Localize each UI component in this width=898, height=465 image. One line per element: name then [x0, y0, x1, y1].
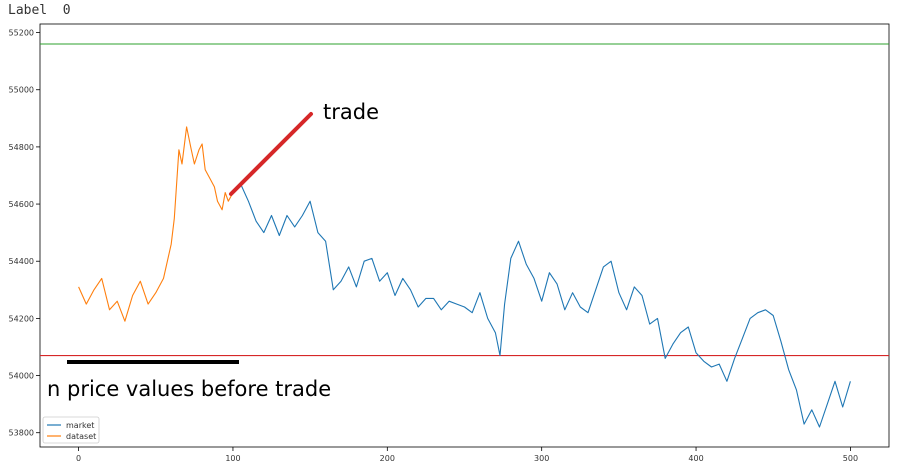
- trade-label: trade: [323, 100, 379, 124]
- y-tick-label: 55200: [9, 29, 34, 38]
- x-tick-label: 400: [688, 454, 703, 463]
- x-tick-label: 500: [843, 454, 858, 463]
- y-tick-label: 55000: [9, 86, 34, 95]
- series-lines: [78, 126, 851, 428]
- reference-lines: [40, 43, 889, 357]
- trade-arrow: [229, 112, 313, 196]
- y-tick-label: 54200: [9, 314, 34, 323]
- x-tick-label: 100: [225, 454, 240, 463]
- n-price-values-label: n price values before trade: [47, 377, 331, 401]
- y-tick-label: 54800: [9, 143, 34, 152]
- axes: 0 100 200 300 400 500 53800 54000 54200 54400 5460…: [9, 29, 859, 463]
- x-tick-label: 0: [76, 454, 81, 463]
- x-tick-label: 300: [534, 454, 549, 463]
- series-line-market: [232, 183, 851, 428]
- header-label: Label 0: [8, 3, 71, 18]
- y-tick-label: 54600: [9, 200, 34, 209]
- y-tick-label: 53800: [9, 429, 34, 438]
- y-tick-label: 54000: [9, 372, 34, 381]
- y-tick-label: 54400: [9, 257, 34, 266]
- plot-area: [39, 23, 890, 448]
- legend-label-dataset: dataset: [66, 432, 96, 441]
- x-tick-label: 200: [380, 454, 395, 463]
- legend: market dataset: [42, 416, 100, 444]
- legend-label-market: market: [66, 421, 94, 430]
- series-line-dataset: [78, 126, 234, 322]
